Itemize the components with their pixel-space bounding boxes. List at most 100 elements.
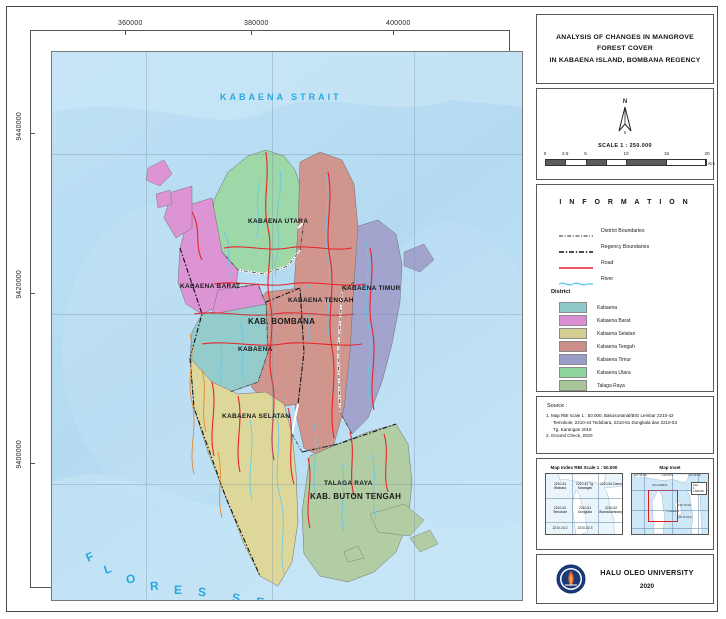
index-sheet-label: 2210-24.2 bbox=[552, 526, 568, 530]
district-label: Talaga Raya bbox=[597, 382, 625, 389]
place-label-kabaena: KABAENA bbox=[238, 346, 273, 353]
place-label-kabaena-utara: KABAENA UTARA bbox=[248, 218, 309, 225]
north-arrow-icon bbox=[618, 106, 632, 134]
map-neatline-outer: KABAENA STRAIT F L O R E S S E A KABAENA… bbox=[30, 30, 523, 601]
legend-row-district-boundaries: District Boundaries bbox=[559, 223, 649, 239]
svg-text:SULAWESI: SULAWESI bbox=[652, 483, 668, 487]
district-swatch-kabaena-utara bbox=[559, 367, 587, 378]
scale-tick-label: 10 bbox=[623, 151, 629, 156]
district-label: Kabaena Barat bbox=[597, 317, 631, 324]
map-title: ANALYSIS OF CHANGES IN MANGROVE FOREST C… bbox=[537, 32, 713, 66]
index-sheet-label: 2210-54 Damo bbox=[600, 482, 622, 486]
flores-letter: E bbox=[174, 583, 183, 597]
publisher-year: 2020 bbox=[639, 583, 655, 590]
graticule-line-vertical bbox=[146, 52, 147, 600]
legend-district-row: Kabaena Utara bbox=[559, 366, 635, 379]
map-index-inset[interactable]: Map Index RBI Scale 1 : 50.000 2210-34 W… bbox=[545, 465, 623, 535]
index-sheet-label: 2210-32.3 bbox=[577, 526, 593, 530]
scale-bar-segment bbox=[546, 160, 567, 165]
legend-label: Road bbox=[601, 260, 614, 266]
graticule-line-horizontal bbox=[52, 154, 522, 155]
sea-label-kabaena-strait: KABAENA STRAIT bbox=[220, 92, 342, 102]
axis-label-y-left-1: 9440000 bbox=[16, 112, 23, 141]
road-line-icon bbox=[559, 259, 593, 269]
source-text: 1. Map RBI scale 1 : 50.000, Bakosurtana… bbox=[546, 413, 707, 440]
scale-tick-label: 0 bbox=[543, 151, 547, 156]
inset-maps-box: Map Index RBI Scale 1 : 50.000 2210-34 W… bbox=[536, 458, 714, 550]
legend-heading: I N F O R M A T I O N bbox=[559, 199, 691, 206]
scale-bar-group: 0 2.5 5 10 15 20 Km bbox=[543, 151, 715, 166]
scale-tick-label: 2.5 bbox=[562, 151, 569, 156]
legend-district-row: Kabaena Timur bbox=[559, 353, 635, 366]
north-arrow-group: N bbox=[615, 99, 635, 140]
locator-inset[interactable]: Map Inset SULAWESI KAB. MUNA KAB. BUTON … bbox=[631, 465, 709, 535]
index-grid-line bbox=[546, 498, 622, 499]
svg-text:KAB. BUTON: KAB. BUTON bbox=[677, 516, 692, 519]
locator-coord-label: 121°30'0"E bbox=[634, 474, 647, 477]
legend-district-row: Kabaena Tengah bbox=[559, 340, 635, 353]
graticule-tick bbox=[251, 31, 252, 35]
svg-text:KAB. MUNA: KAB. MUNA bbox=[678, 504, 692, 507]
place-label-kabaena-selatan: KABAENA SELATAN bbox=[222, 413, 291, 420]
index-grid-line bbox=[546, 522, 622, 523]
index-sheet-label: 2210-52 Wandokambangan bbox=[599, 506, 623, 515]
district-label: Kabaena Utara bbox=[597, 369, 631, 376]
legend-district-row: Kabaena bbox=[559, 301, 635, 314]
axis-label-y-left-3: 9400000 bbox=[16, 440, 23, 469]
graticule-tick bbox=[31, 463, 35, 464]
place-label-talaga-raya: TALAGA RAYA bbox=[324, 480, 373, 487]
district-swatch-kabaena-tengah bbox=[559, 341, 587, 352]
flores-letter: O bbox=[124, 571, 137, 587]
scale-bar-segment bbox=[606, 160, 627, 165]
legend-box: I N F O R M A T I O N District Boundarie… bbox=[536, 184, 714, 392]
scale-tick-label: 20 bbox=[704, 151, 710, 156]
map-canvas[interactable]: KABAENA STRAIT F L O R E S S E A KABAENA… bbox=[51, 51, 523, 601]
district-label: Kabaena Timur bbox=[597, 356, 631, 363]
graticule-tick bbox=[125, 31, 126, 35]
map-index-frame: 2210-34 Wabuna 2210-43 Tg. Karangan 2210… bbox=[545, 473, 623, 535]
scale-bar-segment bbox=[566, 160, 587, 165]
index-sheet-label: 2210-42 Temokole bbox=[552, 506, 568, 515]
scale-caption: SCALE 1 : 250.000 bbox=[598, 143, 652, 149]
publisher-box: HALU OLEO UNIVERSITY 2020 bbox=[536, 554, 714, 604]
map-marginalia-column: ANALYSIS OF CHANGES IN MANGROVE FOREST C… bbox=[536, 14, 715, 604]
locator-coord-label: 122°30'0"E bbox=[688, 474, 701, 477]
axis-label-y-left-2: 9420000 bbox=[16, 270, 23, 299]
place-label-kab-bombana: KAB. BOMBANA bbox=[248, 317, 316, 326]
scale-bar-unit: Km bbox=[708, 161, 715, 166]
axis-label-x-top-1: 360000 bbox=[118, 20, 143, 27]
locator-frame: SULAWESI KAB. MUNA KAB. BUTON P. KABAENA… bbox=[631, 473, 709, 535]
locator-grid-line bbox=[644, 474, 645, 534]
flores-letter: E bbox=[255, 595, 265, 600]
legend-label: District Boundaries bbox=[601, 228, 645, 234]
graticule-tick bbox=[31, 133, 35, 134]
main-map-panel: 360000 380000 400000 360000 380000 40000… bbox=[14, 14, 526, 604]
graticule-line-horizontal bbox=[52, 484, 522, 485]
index-sheet-label: 2210-34 Wabuna bbox=[553, 482, 567, 491]
legend-label: River bbox=[601, 276, 614, 282]
map-index-graphic bbox=[546, 474, 622, 534]
flores-letter: R bbox=[149, 578, 160, 594]
locator-coord-label: 122°0'0"E bbox=[662, 474, 674, 477]
locator-legend-title: Inset bbox=[693, 484, 699, 487]
legend-district-heading: District bbox=[551, 289, 571, 295]
index-sheet-label: 2210-43 Tg. Karangan bbox=[576, 482, 594, 491]
graticule-line-vertical bbox=[272, 52, 273, 600]
source-box: Source : 1. Map RBI scale 1 : 50.000, Ba… bbox=[536, 396, 714, 454]
district-swatch-kabaena bbox=[559, 302, 587, 313]
locator-extent-box bbox=[648, 490, 678, 522]
locator-caption: Map Inset bbox=[659, 465, 681, 470]
scale-bar-segment bbox=[586, 160, 607, 165]
north-arrow-scale-box: N SCALE 1 : 250.000 0 2.5 5 10 15 20 bbox=[536, 88, 715, 180]
legend-district-row: Talaga Raya bbox=[559, 379, 635, 392]
svg-text:P. KABAENA: P. KABAENA bbox=[666, 510, 679, 513]
river-line-icon bbox=[558, 275, 593, 286]
graticule-tick bbox=[393, 31, 394, 35]
source-heading: Source : bbox=[547, 403, 568, 409]
district-label: Kabaena Tengah bbox=[597, 343, 635, 350]
locator-grid-line bbox=[632, 510, 708, 511]
place-label-kabaena-tengah: KABAENA TENGAH bbox=[288, 297, 354, 304]
map-title-box: ANALYSIS OF CHANGES IN MANGROVE FOREST C… bbox=[536, 14, 714, 84]
legend-row-regency-boundaries: Regency Boundaries bbox=[559, 239, 649, 255]
